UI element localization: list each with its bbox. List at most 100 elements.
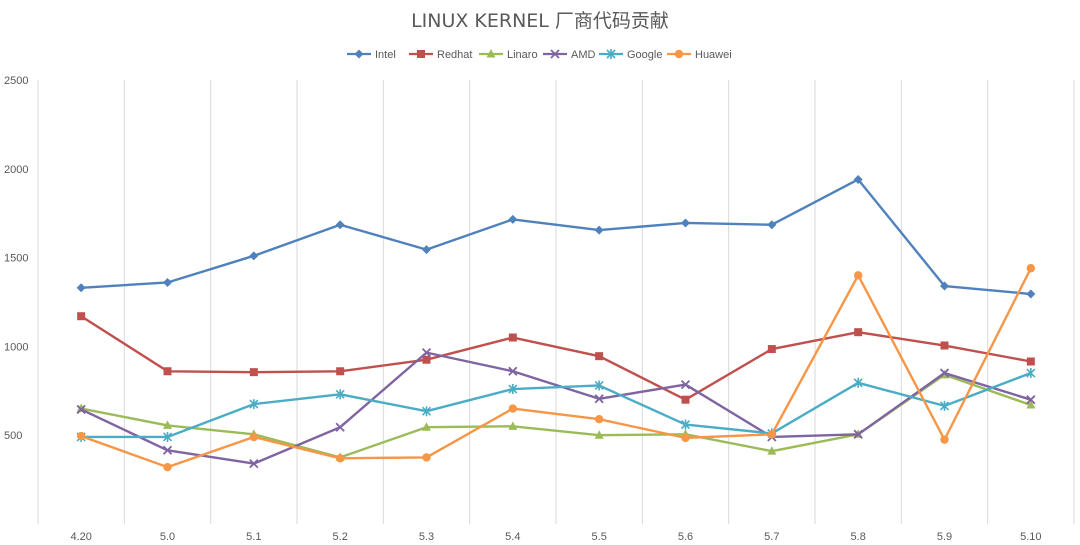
series-google <box>76 368 1036 442</box>
data-point-amd <box>1026 395 1036 405</box>
data-point-linaro <box>508 421 518 430</box>
data-point-intel <box>76 283 86 293</box>
x-tick-label: 5.2 <box>333 531 348 543</box>
data-point-intel <box>508 214 518 224</box>
x-tick-label: 5.8 <box>851 531 866 543</box>
watermark-text: 大数跨境 <box>54 515 122 535</box>
data-point-huawei <box>940 435 949 444</box>
legend-marker <box>354 49 364 59</box>
data-point-google <box>1026 368 1036 379</box>
legend-label: Linaro <box>507 49 538 61</box>
weibo-logo-icon <box>10 510 34 530</box>
data-point-google <box>680 419 691 430</box>
y-tick-label: 2500 <box>4 75 28 87</box>
data-point-amd <box>162 445 173 455</box>
data-point-redhat <box>336 367 345 376</box>
data-point-intel <box>767 220 777 230</box>
legend-item-intel: Intel <box>347 49 396 61</box>
data-point-amd <box>508 366 518 376</box>
data-point-intel <box>249 251 259 261</box>
data-point-intel <box>853 174 863 184</box>
x-tick-label: 5.4 <box>505 531 520 543</box>
x-tick-label: 4.20 <box>70 531 91 543</box>
series-line-redhat <box>80 315 1032 401</box>
data-point-linaro <box>594 430 604 439</box>
data-point-huawei <box>681 433 690 443</box>
series-line-intel <box>81 178 1031 296</box>
data-point-google <box>508 384 518 395</box>
data-point-intel <box>594 225 604 235</box>
legend-item-google: Google <box>599 49 662 61</box>
data-point-amd <box>680 379 691 390</box>
data-point-amd <box>853 429 863 439</box>
legend-label: Huawei <box>695 49 732 61</box>
y-tick-label: 1000 <box>4 341 28 353</box>
legend-item-huawei: Huawei <box>667 49 732 61</box>
legend-marker <box>550 49 560 59</box>
series-redhat <box>77 312 1035 404</box>
legend: Intel Redhat Linaro AMD Google Huawei <box>347 49 732 61</box>
data-point-huawei <box>1026 264 1036 273</box>
legend-item-linaro: Linaro <box>479 49 538 61</box>
data-point-google <box>939 400 950 411</box>
data-point-huawei <box>76 431 86 441</box>
data-point-intel <box>1026 289 1036 299</box>
series-line-huawei <box>80 267 1032 469</box>
data-point-intel <box>422 245 431 255</box>
data-point-redhat <box>422 355 431 364</box>
data-point-linaro <box>422 422 431 431</box>
data-point-amd <box>421 347 432 358</box>
legend-marker <box>417 50 425 58</box>
data-point-amd <box>335 422 345 432</box>
data-point-redhat <box>681 395 690 404</box>
grid-lines <box>37 80 1075 524</box>
chart-title: LINUX KERNEL 厂商代码贡献 <box>411 10 669 32</box>
y-axis-ticks: 500 1000 1500 2000 2500 <box>4 75 28 442</box>
data-point-huawei <box>163 462 172 472</box>
data-point-linaro <box>1026 400 1036 409</box>
data-point-amd <box>939 368 950 378</box>
data-point-huawei <box>767 430 777 439</box>
legend-item-redhat: Redhat <box>409 49 472 61</box>
data-point-redhat <box>77 312 86 321</box>
series-group <box>76 174 1036 472</box>
data-point-huawei <box>335 454 345 463</box>
legend-label: AMD <box>571 49 596 61</box>
data-point-huawei <box>422 453 431 462</box>
data-point-google <box>335 389 345 400</box>
x-tick-label: 5.5 <box>592 531 607 543</box>
data-point-google <box>853 377 863 388</box>
legend-label: Intel <box>375 49 396 61</box>
y-tick-label: 500 <box>4 430 22 442</box>
y-tick-label: 1500 <box>4 253 28 265</box>
data-point-redhat <box>1026 357 1035 366</box>
legend-marker <box>606 49 616 59</box>
data-point-redhat <box>854 328 863 337</box>
series-huawei <box>76 264 1036 472</box>
data-point-google <box>594 380 604 391</box>
data-point-intel <box>163 277 172 287</box>
data-point-intel <box>940 281 949 291</box>
data-point-google <box>249 399 259 410</box>
data-point-redhat <box>163 367 172 376</box>
x-tick-label: 5.10 <box>1020 531 1041 543</box>
data-point-linaro <box>767 446 777 455</box>
legend-label: Redhat <box>437 49 472 61</box>
x-tick-label: 5.7 <box>764 531 779 543</box>
series-intel <box>76 174 1036 299</box>
y-tick-label: 2000 <box>4 164 28 176</box>
x-tick-label: 5.3 <box>419 531 434 543</box>
data-point-huawei <box>508 404 518 413</box>
data-point-redhat <box>249 368 258 377</box>
data-point-huawei <box>249 432 259 442</box>
data-point-amd <box>594 394 604 404</box>
data-point-intel <box>335 220 345 230</box>
series-line-google <box>81 371 1032 439</box>
data-point-redhat <box>940 341 949 350</box>
legend-label: Google <box>627 49 662 61</box>
x-axis-ticks: 4.20 5.0 5.1 5.2 5.3 5.4 5.5 5.6 5.7 5.8 5.9 5.10 <box>70 531 1041 543</box>
watermark: 大数跨境 <box>10 510 122 535</box>
series-line-amd <box>80 351 1032 465</box>
data-point-intel <box>681 218 690 228</box>
x-tick-label: 5.6 <box>678 531 693 543</box>
